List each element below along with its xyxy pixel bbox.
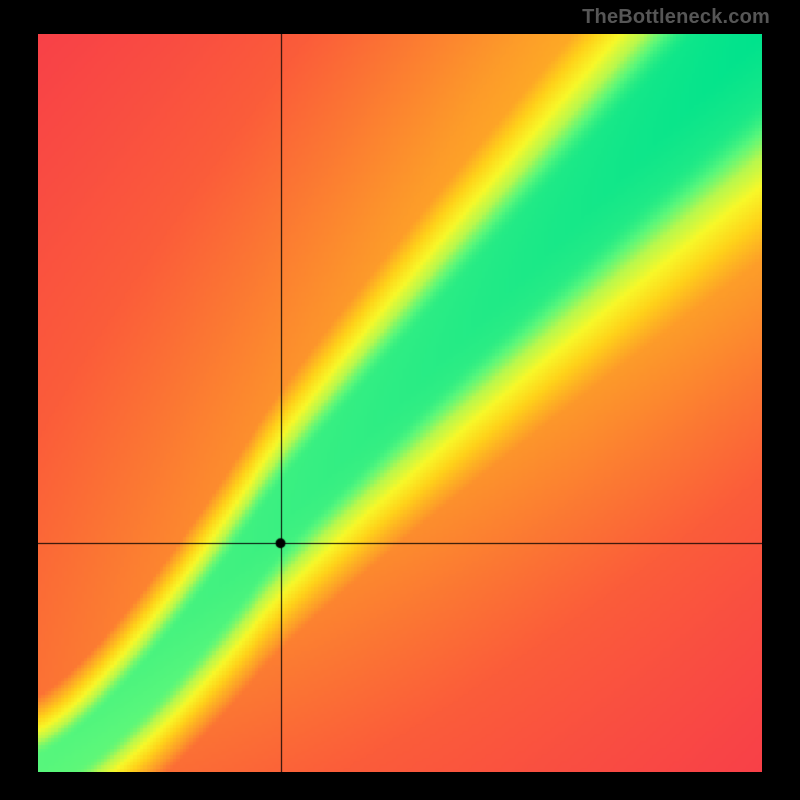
watermark-text: TheBottleneck.com: [582, 6, 770, 29]
bottleneck-heatmap: [38, 34, 762, 772]
page-frame: TheBottleneck.com: [0, 0, 800, 800]
